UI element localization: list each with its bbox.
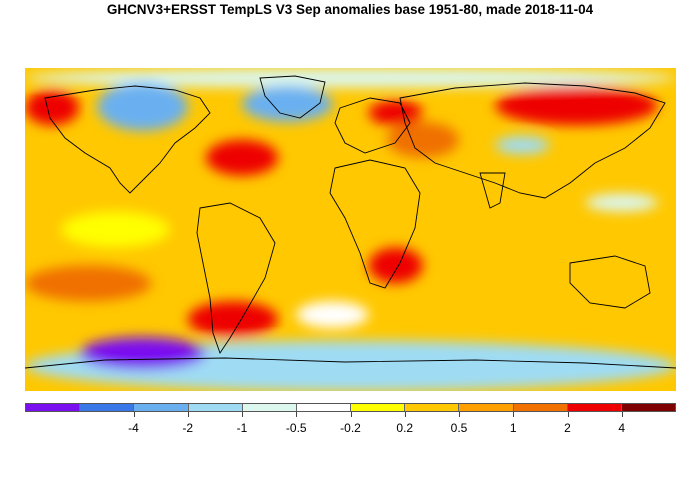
anomaly-region-east-europe (386, 121, 460, 158)
legend-labels: -4 -2 -1 -0.5 -0.2 0.2 0.5 1 2 4 (25, 412, 676, 442)
asia-outline (399, 82, 666, 199)
anomaly-region-arctic-rim (25, 68, 676, 88)
legend-tick (133, 412, 135, 417)
legend-tick (350, 412, 352, 417)
anomaly-region-north-pacific-cool (585, 193, 658, 212)
legend-swatch (621, 404, 676, 411)
legend-swatch (459, 404, 514, 411)
legend-tick (404, 412, 406, 417)
legend-swatch (26, 404, 81, 411)
legend-tick-label: 4 (618, 421, 626, 435)
legend-swatch (405, 404, 460, 411)
anomaly-region-south-pacific-warm (25, 265, 152, 302)
anomaly-region-north-atlantic (205, 139, 279, 176)
legend-swatch (567, 404, 622, 411)
legend-swatch (296, 404, 352, 411)
legend-tick (459, 412, 460, 417)
africa-outline (329, 159, 421, 289)
anomaly-region-southern-ocean (79, 337, 206, 370)
anomaly-region-alaska (25, 89, 80, 126)
legend-tick-label: -1 (236, 421, 248, 435)
legend-tick (187, 412, 189, 417)
anomaly-map-svg (25, 68, 676, 391)
anomaly-fields (25, 68, 676, 391)
legend-swatch (188, 404, 243, 411)
india-outline (479, 172, 506, 209)
chart-title: GHCNV3+ERSST TempLS V3 Sep anomalies bas… (106, 2, 594, 17)
legend-tick (242, 412, 243, 417)
legend-tick (296, 412, 298, 417)
legend-tick-label: 2 (564, 421, 571, 435)
antarctica-outline (25, 357, 676, 369)
legend-tick (513, 412, 515, 417)
legend-swatch (80, 404, 135, 411)
north-america-outline (44, 85, 211, 194)
anomaly-map (25, 68, 676, 391)
legend-tick (567, 412, 569, 417)
greenland-outline (259, 75, 326, 119)
anomaly-region-south-pacific (187, 301, 279, 338)
legend-tick-label: 0.5 (450, 421, 468, 435)
europe-outline (334, 97, 411, 154)
legend-swatch (351, 404, 406, 411)
anomaly-region-southern-africa (368, 247, 423, 284)
legend-swatch (134, 404, 189, 411)
anomaly-region-central-asia-cool (495, 136, 550, 155)
legend-tick-label: -2 (182, 421, 194, 435)
anomaly-region-indian-ocean (459, 265, 550, 302)
anomaly-region-scandinavia (368, 100, 423, 126)
coastlines (25, 75, 676, 369)
anomaly-region-south-atlantic-cool (296, 301, 369, 329)
anomaly-region-canada-arctic (97, 82, 188, 131)
legend-tick-label: 0.2 (396, 421, 414, 435)
legend-tick-label: -4 (128, 421, 139, 435)
legend-tick-label: -0.5 (285, 421, 307, 435)
anomaly-region-tropical-pacific (61, 211, 170, 248)
legend-tick-label: -0.2 (340, 421, 361, 435)
legend-tick (621, 412, 623, 417)
south-america-outline (196, 202, 276, 355)
legend-swatch (242, 404, 297, 411)
legend-color-bar (25, 403, 676, 412)
legend-swatch (513, 404, 568, 411)
anomaly-region-siberia (495, 85, 658, 126)
legend-tick-label: 1 (509, 421, 517, 435)
australia-outline (569, 255, 651, 309)
